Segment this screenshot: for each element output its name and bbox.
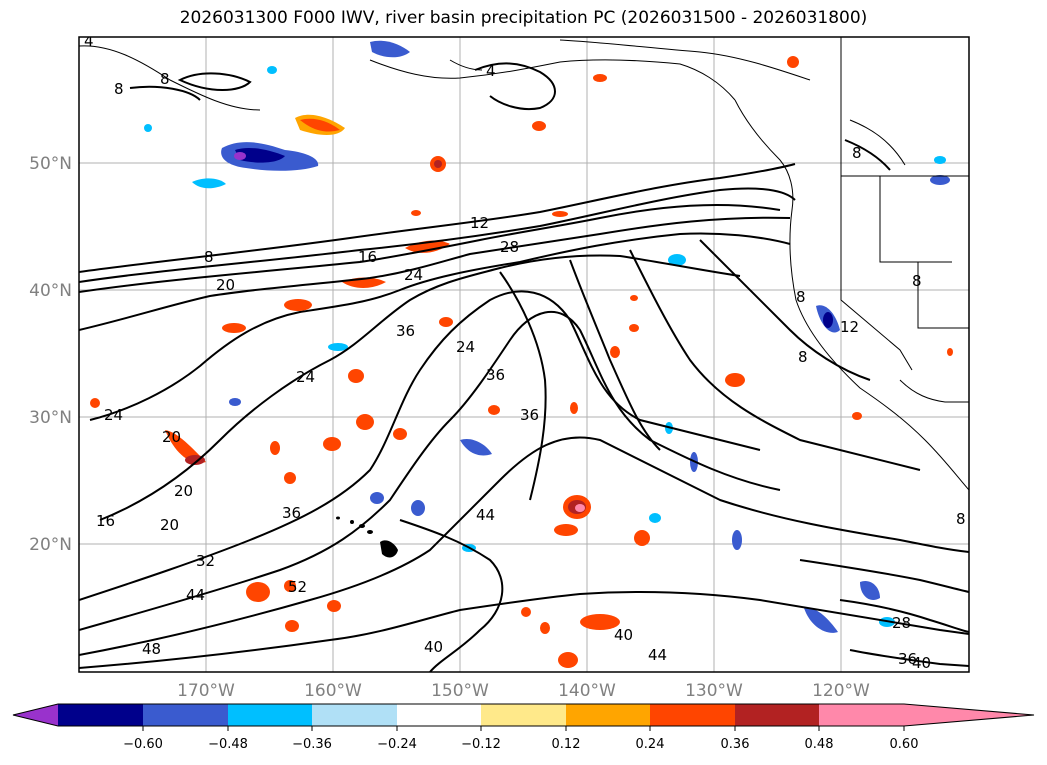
lat-label-30n: 30°N — [29, 408, 72, 428]
contour-label: 8 — [912, 272, 922, 290]
colorbar-tick-label: −0.36 — [292, 737, 332, 752]
contour-label: 28 — [892, 614, 911, 632]
contour-label: 48 — [142, 640, 161, 658]
contour-label: 32 — [196, 552, 215, 570]
contour-label: 8 — [114, 80, 124, 98]
lon-label-120w: 120°W — [812, 681, 870, 701]
colorbar-bin — [650, 704, 735, 726]
iwv-contours — [79, 62, 969, 672]
contour-label: 4 — [486, 62, 496, 80]
colorbar-outline — [12, 703, 1035, 727]
contour-label: 20 — [162, 428, 181, 446]
colorbar-bin — [819, 704, 904, 726]
contour-label: 44 — [476, 506, 495, 524]
colorbar-tick-label: −0.48 — [208, 737, 248, 752]
lon-label-170w: 170°W — [177, 681, 235, 701]
contour-label: 40 — [912, 654, 931, 672]
contour-label: 8 — [160, 70, 170, 88]
colorbar-bin — [58, 704, 143, 726]
colorbar-tick-label: −0.60 — [123, 737, 163, 752]
contour-label: 36 — [486, 366, 505, 384]
colorbar-extend-low — [13, 704, 58, 726]
contour-label: 24 — [456, 338, 475, 356]
lon-label-130w: 130°W — [685, 681, 743, 701]
contour-label: 8 — [204, 248, 214, 266]
lon-label-140w: 140°W — [558, 681, 616, 701]
contour-label: 8 — [852, 144, 862, 162]
colorbar-tick-label: 0.60 — [890, 737, 919, 752]
lat-label-50n: 50°N — [29, 154, 72, 174]
contour-label: 40 — [424, 638, 443, 656]
colorbar-tick-label: −0.24 — [377, 737, 417, 752]
figure-title: 2026031300 F000 IWV, river basin precipi… — [179, 8, 868, 28]
contour-label: 8 — [956, 510, 966, 528]
colorbar-tick-label: 0.12 — [552, 737, 581, 752]
lat-label-40n: 40°N — [29, 281, 72, 301]
lon-label-160w: 160°W — [304, 681, 362, 701]
lon-label-150w: 150°W — [431, 681, 489, 701]
contour-label: 24 — [104, 406, 123, 424]
contour-label: 44 — [648, 646, 667, 664]
lat-label-20n: 20°N — [29, 535, 72, 555]
contour-label: 20 — [216, 276, 235, 294]
coastlines — [79, 37, 969, 558]
colorbar: −0.60 −0.48 −0.36 −0.24 −0.12 0.12 0.24 … — [12, 703, 1035, 752]
colorbar-bin — [312, 704, 397, 726]
latitude-labels: 50°N 40°N 30°N 20°N — [29, 154, 72, 555]
longitude-labels: 170°W 160°W 150°W 140°W 130°W 120°W — [177, 681, 870, 701]
contour-label: 36 — [282, 504, 301, 522]
contour-label: 24 — [404, 266, 423, 284]
colorbar-tick-label: 0.24 — [636, 737, 665, 752]
colorbar-tick-label: 0.48 — [805, 737, 834, 752]
contour-label: 4 — [84, 32, 94, 50]
colorbar-bin — [735, 704, 819, 726]
contour-label: 16 — [358, 248, 377, 266]
colorbar-extend-high — [904, 704, 1034, 726]
colorbar-bin — [228, 704, 312, 726]
contour-label: 52 — [288, 578, 307, 596]
contour-label: 8 — [798, 348, 808, 366]
colorbar-bin — [481, 704, 566, 726]
map-gridlines — [79, 37, 969, 672]
contour-labels: 4 8 8 4 8 12 16 20 24 28 36 36 36 24 24 … — [84, 32, 966, 672]
contour-label: 16 — [96, 512, 115, 530]
contour-label: 12 — [840, 318, 859, 336]
contour-label: 24 — [296, 368, 315, 386]
contour-label: 28 — [500, 238, 519, 256]
colorbar-bin — [143, 704, 228, 726]
colorbar-bin — [566, 704, 650, 726]
colorbar-bin — [397, 704, 481, 726]
contour-label: 20 — [160, 516, 179, 534]
colorbar-tick-label: −0.12 — [461, 737, 501, 752]
contour-label: 44 — [186, 586, 205, 604]
contour-label: 8 — [796, 288, 806, 306]
contour-label: 40 — [614, 626, 633, 644]
contour-label: 36 — [898, 650, 917, 668]
precipitation-pc-fill — [90, 40, 953, 668]
map-frame — [78, 36, 970, 673]
colorbar-tick-label: 0.36 — [721, 737, 750, 752]
contour-label: 12 — [470, 214, 489, 232]
contour-label: 36 — [520, 406, 539, 424]
contour-label: 36 — [396, 322, 415, 340]
contour-label: 20 — [174, 482, 193, 500]
